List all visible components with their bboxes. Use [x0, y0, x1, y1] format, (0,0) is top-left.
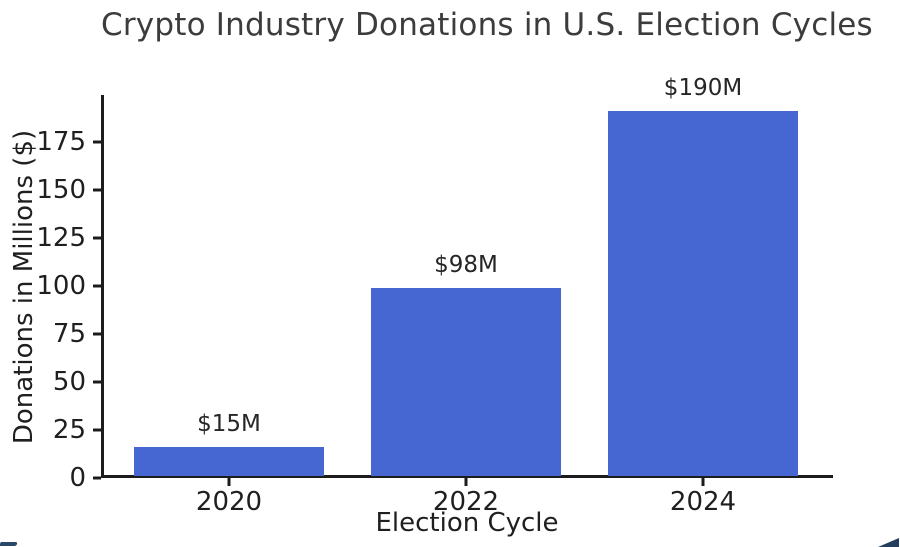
bar-value-label-2024: $190M — [663, 75, 743, 102]
cropped-ui-artifact-right — [878, 538, 899, 547]
bar-value-label-2022: $98M — [434, 251, 498, 278]
y-tick-125 — [93, 236, 101, 240]
bar-2024 — [608, 111, 798, 476]
x-axis-label: Election Cycle — [375, 508, 559, 538]
plot-area: 0 25 50 75 100 125 150 175 $15M 2020 $98M 2022 $190M… — [36, 75, 833, 517]
y-tick-150 — [93, 188, 101, 192]
y-tick-25 — [93, 428, 101, 432]
x-tick-2022 — [464, 478, 468, 486]
bar-2022 — [371, 287, 561, 476]
y-tick-label-0: 0 — [69, 463, 86, 493]
y-tick-label-150: 150 — [36, 175, 86, 206]
y-tick-175 — [93, 140, 101, 144]
chart-title: Crypto Industry Donations in U.S. Electi… — [101, 7, 873, 43]
x-axis-spine — [101, 475, 833, 478]
x-tick-label-2020: 2020 — [195, 487, 263, 517]
x-tick-2024 — [701, 478, 705, 486]
bar-2020 — [134, 447, 324, 476]
bar-value-label-2020: $15M — [197, 411, 261, 438]
y-tick-100 — [93, 284, 101, 288]
y-tick-75 — [93, 332, 101, 336]
y-tick-0 — [93, 476, 101, 480]
y-tick-label-25: 25 — [52, 415, 86, 445]
x-tick-label-2024: 2024 — [669, 487, 737, 517]
cropped-ui-artifact-left — [0, 542, 18, 546]
y-tick-label-125: 125 — [36, 223, 86, 254]
y-tick-label-75: 75 — [52, 319, 86, 349]
x-tick-2020 — [227, 478, 231, 486]
y-tick-label-100: 100 — [36, 271, 86, 302]
y-axis-spine — [101, 95, 104, 478]
y-tick-50 — [93, 380, 101, 384]
y-tick-label-175: 175 — [36, 127, 86, 158]
x-tick-label-2022: 2022 — [432, 487, 500, 517]
y-axis-label: Donations in Millions ($) — [9, 129, 39, 445]
y-tick-label-50: 50 — [52, 367, 86, 397]
